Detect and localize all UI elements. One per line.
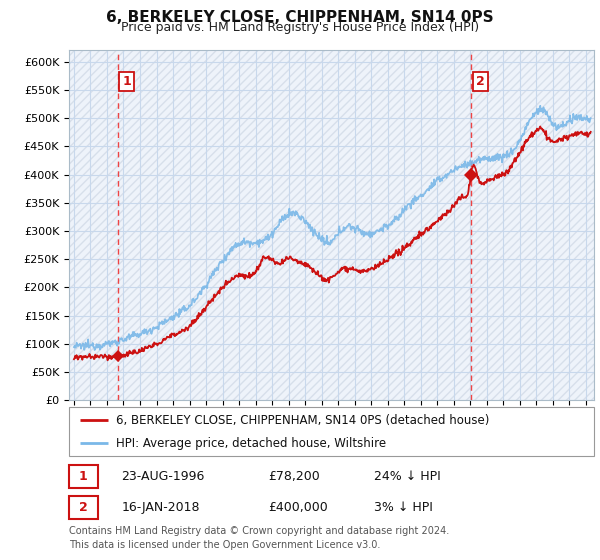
Text: 1: 1 (122, 75, 131, 88)
Text: Price paid vs. HM Land Registry's House Price Index (HPI): Price paid vs. HM Land Registry's House … (121, 21, 479, 34)
Text: £400,000: £400,000 (269, 501, 328, 514)
Bar (69, 496, 98, 519)
Bar (69, 465, 98, 488)
Text: Contains HM Land Registry data © Crown copyright and database right 2024.
This d: Contains HM Land Registry data © Crown c… (69, 526, 449, 549)
Text: HPI: Average price, detached house, Wiltshire: HPI: Average price, detached house, Wilt… (116, 437, 386, 450)
Text: 6, BERKELEY CLOSE, CHIPPENHAM, SN14 0PS: 6, BERKELEY CLOSE, CHIPPENHAM, SN14 0PS (106, 10, 494, 25)
Text: 3% ↓ HPI: 3% ↓ HPI (373, 501, 433, 514)
Text: 24% ↓ HPI: 24% ↓ HPI (373, 470, 440, 483)
Text: 23-AUG-1996: 23-AUG-1996 (121, 470, 205, 483)
Text: 2: 2 (476, 75, 485, 88)
Text: 16-JAN-2018: 16-JAN-2018 (121, 501, 200, 514)
Text: 2: 2 (79, 501, 88, 514)
Text: 1: 1 (79, 470, 88, 483)
Text: 6, BERKELEY CLOSE, CHIPPENHAM, SN14 0PS (detached house): 6, BERKELEY CLOSE, CHIPPENHAM, SN14 0PS … (116, 414, 490, 427)
Text: £78,200: £78,200 (269, 470, 320, 483)
